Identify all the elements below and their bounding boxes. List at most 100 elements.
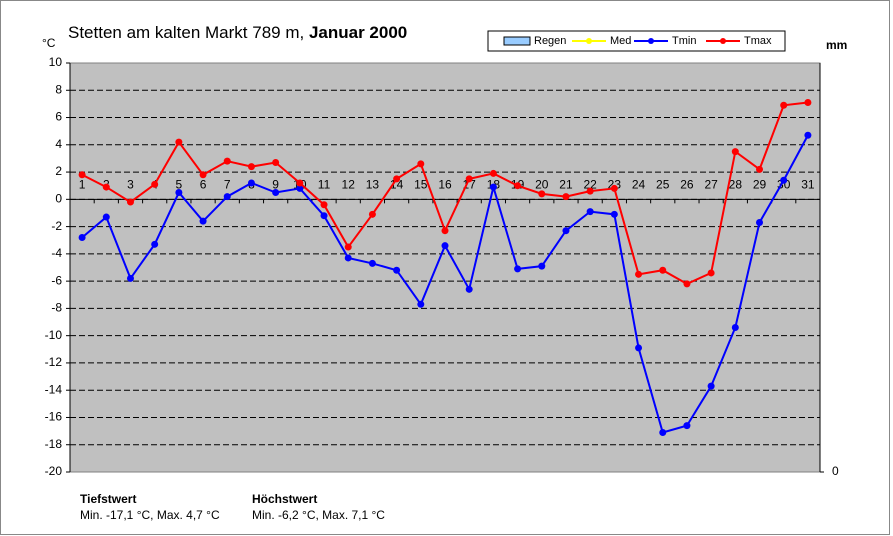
x-tick-label: 1 — [79, 178, 86, 192]
data-point — [344, 243, 352, 251]
data-point — [780, 101, 788, 109]
legend-marker — [586, 38, 592, 44]
data-point — [368, 259, 376, 267]
y-axis-label: °C — [42, 36, 56, 50]
y2-axis-label: mm — [826, 38, 847, 52]
annotation-title: Tiefstwert — [80, 492, 136, 506]
x-tick-label: 26 — [680, 178, 694, 192]
data-point — [272, 159, 280, 167]
x-tick-label: 25 — [656, 178, 670, 192]
data-point — [151, 180, 159, 188]
y2-tick-label: 0 — [832, 464, 839, 478]
data-point — [175, 189, 183, 197]
data-point — [489, 183, 497, 191]
data-point — [393, 266, 401, 274]
data-point — [175, 138, 183, 146]
data-point — [514, 182, 522, 190]
x-tick-label: 22 — [583, 178, 597, 192]
x-tick-label: 28 — [729, 178, 743, 192]
data-point — [635, 270, 643, 278]
data-point — [199, 171, 207, 179]
data-point — [635, 344, 643, 352]
chart-title: Stetten am kalten Markt 789 m, Januar 20… — [68, 23, 407, 42]
data-point — [441, 227, 449, 235]
data-point — [320, 201, 328, 209]
x-tick-label: 3 — [127, 178, 134, 192]
data-point — [102, 183, 110, 191]
data-point — [804, 99, 812, 107]
data-point — [780, 176, 788, 184]
y-tick-label: -2 — [51, 219, 62, 233]
data-point — [465, 285, 473, 293]
data-point — [731, 148, 739, 156]
data-point — [756, 219, 764, 227]
data-point — [514, 265, 522, 273]
x-tick-label: 14 — [390, 178, 404, 192]
data-point — [247, 179, 255, 187]
title-text: Stetten am kalten Markt 789 m, — [68, 23, 304, 42]
annotation-text: Min. -17,1 °C, Max. 4,7 °C — [80, 508, 220, 522]
data-point — [272, 189, 280, 197]
annotation-text: Min. -6,2 °C, Max. 7,1 °C — [252, 508, 385, 522]
data-point — [465, 175, 473, 183]
x-tick-label: 20 — [535, 178, 549, 192]
data-point — [538, 190, 546, 198]
y-tick-label: -4 — [51, 246, 62, 260]
legend-label: Regen — [534, 35, 566, 47]
data-point — [78, 171, 86, 179]
x-tick-label: 29 — [753, 178, 767, 192]
legend-marker — [720, 38, 726, 44]
y-tick-label: -14 — [45, 382, 63, 396]
data-point — [489, 169, 497, 177]
x-tick-label: 16 — [438, 178, 452, 192]
data-point — [586, 208, 594, 216]
data-point — [247, 163, 255, 171]
x-tick-label: 21 — [559, 178, 573, 192]
y-tick-label: -16 — [45, 410, 63, 424]
data-point — [199, 217, 207, 225]
y-tick-label: -10 — [45, 328, 63, 342]
data-point — [538, 262, 546, 270]
data-point — [417, 300, 425, 308]
y-tick-label: 0 — [55, 192, 62, 206]
x-tick-label: 31 — [801, 178, 815, 192]
data-point — [126, 274, 134, 282]
y-tick-label: 2 — [55, 164, 62, 178]
y-tick-label: 8 — [55, 82, 62, 96]
data-point — [562, 193, 570, 201]
legend-label: Med — [610, 35, 631, 47]
x-tick-label: 27 — [704, 178, 718, 192]
data-point — [707, 382, 715, 390]
x-tick-label: 24 — [632, 178, 646, 192]
data-point — [586, 187, 594, 195]
data-point — [683, 422, 691, 430]
y-tick-label: 10 — [49, 55, 63, 69]
title-bold: Januar 2000 — [309, 23, 407, 42]
x-tick-label: 15 — [414, 178, 428, 192]
data-point — [223, 157, 231, 165]
data-point — [441, 242, 449, 250]
legend-marker — [648, 38, 654, 44]
data-point — [756, 165, 764, 173]
data-point — [804, 131, 812, 139]
legend-label: Tmax — [744, 35, 772, 47]
data-point — [296, 184, 304, 192]
x-tick-label: 5 — [176, 178, 183, 192]
y-tick-label: -8 — [51, 301, 62, 315]
x-tick-label: 11 — [318, 178, 331, 192]
data-point — [102, 213, 110, 221]
y-tick-label: -18 — [45, 437, 63, 451]
y-tick-label: -6 — [51, 273, 62, 287]
legend-label: Tmin — [672, 35, 696, 47]
data-point — [683, 280, 691, 288]
plot-area — [69, 62, 821, 473]
data-point — [344, 254, 352, 262]
data-point — [223, 193, 231, 201]
x-tick-label: 12 — [342, 178, 356, 192]
data-point — [151, 240, 159, 248]
data-point — [707, 269, 715, 277]
y-tick-label: 6 — [55, 110, 62, 124]
annotation-title: Höchstwert — [252, 492, 317, 506]
data-point — [126, 198, 134, 206]
